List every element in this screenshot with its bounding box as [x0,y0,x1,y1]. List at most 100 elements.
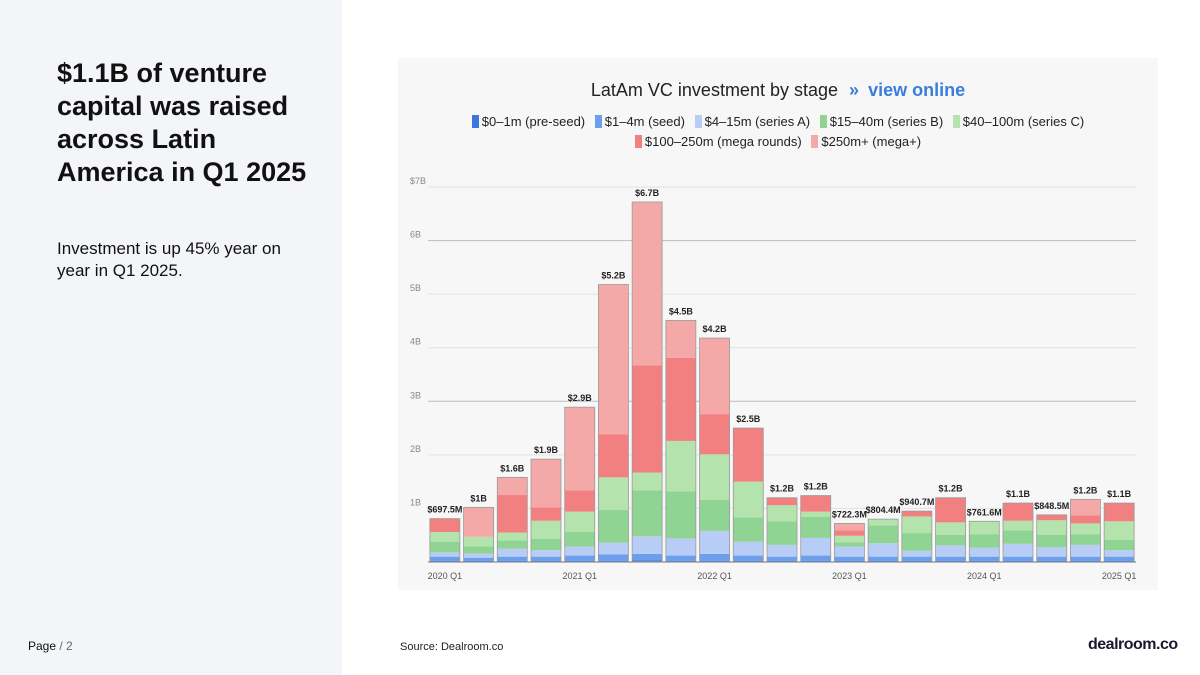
bar-segment [699,560,730,562]
bar-segment [935,560,966,562]
bar-outline [564,406,596,563]
bar-segment [901,533,932,551]
bar-segment [564,407,595,491]
bar-segment [868,525,899,544]
bar-segment [429,532,460,542]
legend-item[interactable]: $40–100m (series C) [952,112,1084,132]
legend-swatch [819,115,827,128]
bar-segment [1104,540,1135,551]
bar-segment [463,557,494,561]
bar-segment [1104,550,1135,557]
bar-segment [665,555,696,561]
bar-outline [496,476,528,563]
bar-segment [497,477,528,496]
legend-item[interactable]: $1–4m (seed) [594,112,685,132]
bar-segment [699,499,730,531]
bar-segment [1070,515,1101,524]
legend-item[interactable]: $15–40m (series B) [819,112,943,132]
bar-segment [1003,520,1033,531]
bar-segment [598,477,629,511]
bar-total-label: $1.1B [1006,489,1031,499]
bar-segment [834,542,865,547]
bar-segment [564,560,595,562]
view-online-link[interactable]: view online [868,80,966,100]
bar-segment [1070,544,1101,557]
bar-segment [564,546,595,556]
chart-legend: $0–1m (pre-seed) $1–4m (seed) $4–15m (se… [398,112,1158,152]
legend-label: $4–15m (series A) [704,114,811,129]
bar-segment [665,491,696,539]
bar-segment [632,202,663,366]
bar-segment [665,560,696,562]
bar-outline [935,497,966,563]
bar-segment [429,541,460,553]
legend-swatch [811,135,819,148]
bar-segment [1070,534,1101,545]
bar-segment [1070,560,1101,562]
x-tick-label: 2021 Q1 [562,571,597,581]
bar-segment [733,555,764,561]
bar-segment [800,537,831,556]
bar-segment [1104,521,1135,541]
bar-segment [564,532,595,547]
bar-segment [429,560,460,562]
bar-segment [901,556,932,561]
bar-segment [868,560,899,562]
bar-segment [868,519,899,526]
bar-segment [1036,534,1067,547]
bar-segment [463,546,494,554]
bar-total-label: $804.4M [866,505,901,515]
legend-item[interactable]: $250m+ (mega+) [811,132,921,152]
summary-text: Investment is up 45% year on year in Q1 … [57,239,281,280]
bar-segment [665,320,696,358]
bar-segment [1003,543,1033,557]
legend-item[interactable]: $4–15m (series A) [694,112,811,132]
bar-outline [631,201,663,563]
bar-segment [733,481,764,518]
bar-segment [632,365,663,473]
bar-total-label: $940.7M [899,497,934,507]
bar-segment [1070,523,1101,535]
legend-item[interactable]: $100–250m (mega rounds) [634,132,802,152]
source-note: Source: Dealroom.co [400,641,504,653]
legend-label: $0–1m (pre-seed) [481,114,586,129]
bar-segment [598,560,629,562]
bar-segment [429,518,460,532]
bar-segment [834,535,865,543]
y-tick-label: 1B [410,497,421,507]
y-tick-label: 3B [410,390,421,400]
bar-segment [463,560,494,562]
bar-segment [834,560,865,562]
dealroom-logo[interactable]: dealroom.co [1088,636,1178,653]
bar-segment [969,560,1000,562]
bar-segment [531,520,561,539]
bar-segment [969,534,1000,548]
sidebar-panel: $1.1B of venture capital was raised acro… [0,0,342,675]
bar-segment [497,556,528,561]
bar-segment [665,440,696,492]
y-tick-label: 4B [410,337,421,347]
bar-segment [531,556,561,561]
bar-segment [935,556,966,561]
bar-segment [767,497,797,506]
bar-total-label: $697.5M [427,505,462,515]
legend-item[interactable]: $0–1m (pre-seed) [471,112,586,132]
chart-title: LatAm VC investment by stage » view onli… [398,80,1158,101]
bar-total-label: $848.5M [1034,501,1069,511]
bar-segment [699,338,730,415]
bar-segment [1036,556,1067,561]
bar-segment [834,530,865,536]
bar-segment [969,547,1000,557]
bar-segment [497,532,528,541]
bar-segment [767,505,797,522]
bar-total-label: $1.6B [500,463,525,473]
bar-segment [531,507,561,521]
bar-segment [969,521,1000,535]
bar-segment [834,546,865,557]
bar-outline [867,518,899,563]
bar-segment [800,560,831,562]
bar-outline [1002,502,1034,563]
bar-total-label: $1.9B [534,445,559,455]
bar-outline [968,520,1000,563]
legend-label: $1–4m (seed) [604,114,685,129]
